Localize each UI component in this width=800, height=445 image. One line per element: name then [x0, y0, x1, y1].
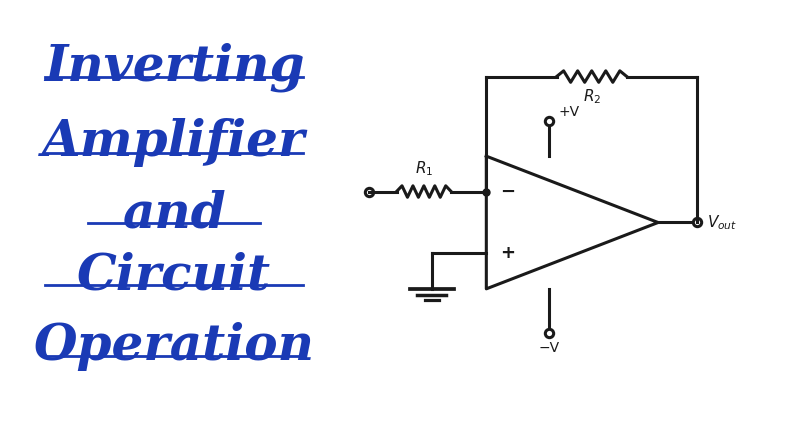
Text: $R_2$: $R_2$ — [582, 88, 601, 106]
Text: Amplifier: Amplifier — [42, 118, 306, 167]
Text: −: − — [500, 182, 515, 201]
Text: +: + — [500, 244, 515, 263]
Text: +V: +V — [559, 105, 580, 118]
Text: Operation: Operation — [34, 322, 314, 371]
Text: −V: −V — [538, 341, 559, 355]
Text: $V_{out}$: $V_{out}$ — [707, 213, 738, 232]
Text: Circuit: Circuit — [77, 251, 271, 300]
Text: and: and — [122, 189, 226, 238]
Text: Inverting: Inverting — [44, 43, 304, 93]
Text: $R_1$: $R_1$ — [414, 160, 433, 178]
